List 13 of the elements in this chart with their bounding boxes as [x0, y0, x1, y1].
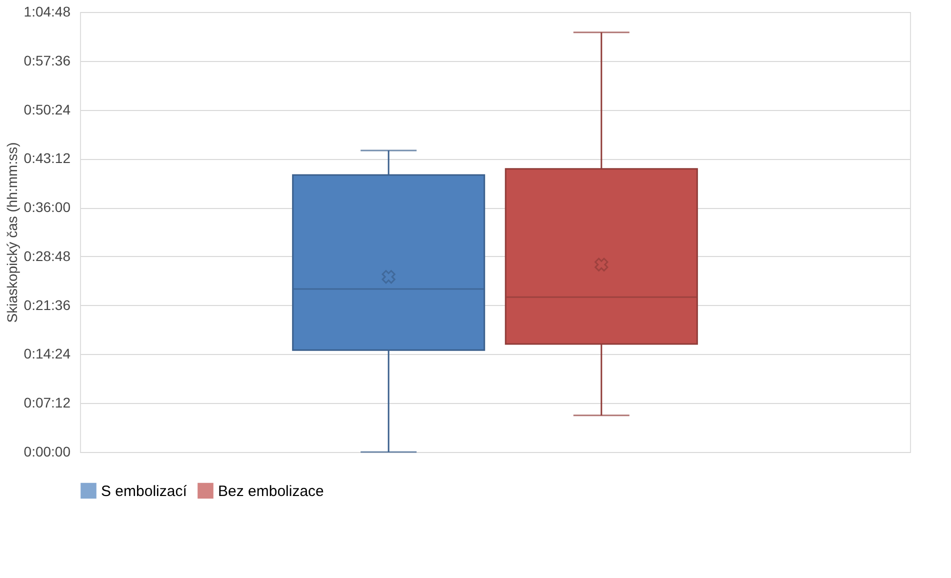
y-tick-label: 0:21:36	[24, 296, 71, 313]
y-tick-label: 0:07:12	[24, 394, 71, 411]
y-tick-label: 1:04:48	[24, 4, 71, 20]
legend-label: S embolizací	[101, 482, 188, 500]
legend-label: Bez embolizace	[218, 482, 324, 500]
y-axis-title: Skiaskopický čas (hh:mm:ss)	[4, 142, 20, 323]
y-tick-label: 0:50:24	[24, 101, 71, 118]
y-tick-label: 0:14:24	[24, 346, 71, 362]
y-tick-label: 0:43:12	[24, 150, 71, 166]
y-tick-label: 0:00:00	[24, 444, 71, 460]
y-tick-label: 0:36:00	[24, 199, 71, 216]
y-tick-label: 0:28:48	[24, 248, 71, 264]
y-tick-label: 0:57:36	[24, 52, 71, 68]
